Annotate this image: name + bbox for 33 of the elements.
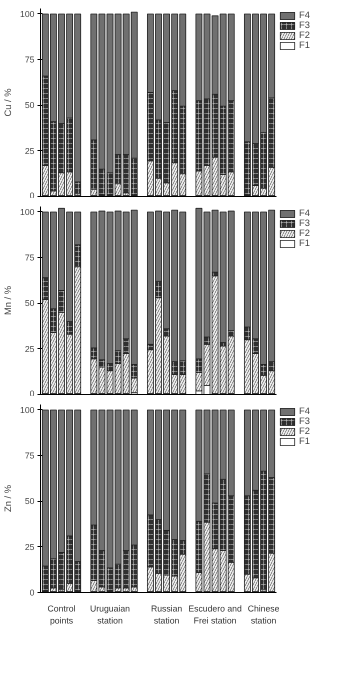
y-tick-label: 50: [24, 298, 35, 308]
y-axis-title: Mn / %: [3, 286, 14, 316]
y-tick-label: 100: [20, 404, 35, 415]
x-tick-label: Control points: [48, 604, 76, 626]
y-tick-label: 75: [24, 54, 35, 65]
legend-label: F4: [299, 208, 311, 218]
y-tick-label: 100: [20, 206, 35, 217]
y-tick-label: 75: [24, 252, 35, 263]
legend-label: F3: [299, 20, 311, 30]
x-tick-label: Chinese station: [248, 604, 280, 626]
y-tick-label: 50: [24, 496, 35, 506]
legend-label: F1: [299, 436, 311, 446]
y-tick-label: 75: [24, 450, 35, 461]
y-tick-label: 50: [24, 100, 35, 110]
y-axis-title: Zn / %: [3, 485, 14, 512]
y-tick-label: 100: [20, 8, 35, 19]
legend-label: F1: [299, 40, 311, 50]
x-tick-label: Escudero and Frei station: [188, 604, 242, 626]
y-tick-label: 0: [30, 588, 35, 598]
y-tick-label: 25: [24, 542, 35, 552]
legend-label: F2: [299, 426, 311, 436]
legend-label: F3: [299, 416, 311, 426]
legend-label: F4: [299, 406, 311, 416]
legend-label: F1: [299, 238, 311, 248]
x-tick-label: Uruguaian station: [90, 604, 130, 626]
y-tick-label: 25: [24, 146, 35, 156]
legend-label: F2: [299, 228, 311, 238]
legend-label: F3: [299, 218, 311, 228]
legend-label: F4: [299, 10, 311, 20]
y-tick-label: 25: [24, 344, 35, 354]
x-tick-label: Russian station: [150, 604, 182, 626]
y-axis-title: Cu / %: [3, 88, 14, 116]
legend-label: F2: [299, 30, 311, 40]
